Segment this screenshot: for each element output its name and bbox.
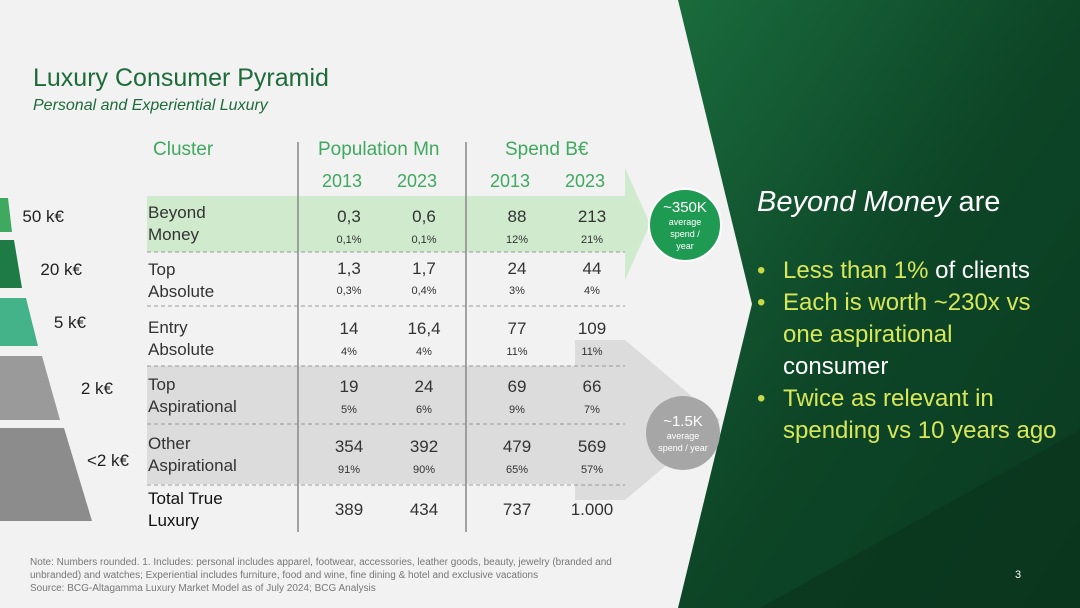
cell-value: 16,4 (407, 319, 441, 338)
page-number: 3 (1015, 569, 1022, 581)
cell-pct: 4% (416, 346, 432, 358)
key-point: Twice as relevant in spending vs 10 year… (757, 383, 1057, 447)
cell-value: 88 (507, 207, 527, 226)
cell-pct: 91% (337, 464, 361, 476)
right-panel-title: Beyond Money are (757, 186, 1001, 218)
header-population: Population Mn (318, 139, 440, 160)
row-bg-other-aspirational (147, 424, 625, 484)
cell-pct: 0,3% (336, 285, 362, 297)
cell-value: 14 (339, 319, 359, 338)
page-subtitle: Personal and Experiential Luxury (33, 97, 268, 114)
cell-pct: 0,4% (411, 285, 437, 297)
badge-bottom-line1: average (666, 430, 700, 441)
green-arrow-head (625, 168, 650, 280)
cell-value: 77 (507, 319, 527, 338)
row-label-total: Total True Luxury (148, 489, 223, 530)
cell-pct: 21% (580, 234, 604, 246)
year-pop-2013: 2013 (321, 171, 363, 191)
cell-value: 354 (334, 437, 364, 456)
year-pop-2023: 2023 (396, 171, 438, 191)
cell-pct: 4% (341, 346, 357, 358)
cell-value: 1,7 (412, 259, 436, 278)
cell-pct: 57% (580, 464, 604, 476)
row-label-other-aspirational: Other Aspirational (148, 434, 237, 475)
year-spend-2013: 2013 (489, 171, 531, 191)
header-cluster: Cluster (153, 139, 214, 160)
cell-value: 109 (577, 319, 607, 338)
badge-bottom-value: ~1.5K (663, 412, 703, 430)
badge-top-line1: average (668, 216, 702, 227)
total-value: 737 (502, 500, 532, 519)
row-bg-top-aspirational (147, 366, 625, 424)
row-label-top-absolute: Top Absolute (148, 260, 215, 301)
row-separators (147, 251, 625, 486)
tier-label-50k: 50 k€ (22, 207, 64, 226)
badge-top-spend: ~350K average spend / year (648, 188, 722, 262)
cell-pct: 12% (505, 234, 529, 246)
key-point: Each is worth ~230x vs one aspirational … (757, 287, 1057, 383)
cell-value: 0,6 (412, 207, 436, 226)
footnote: Note: Numbers rounded. 1. Includes: pers… (30, 557, 612, 594)
pyramid-level-1 (0, 198, 12, 232)
header-spend: Spend B€ (505, 139, 589, 160)
tier-label-2k: 2 k€ (80, 379, 113, 398)
cell-value: 44 (582, 259, 602, 278)
cell-value: 392 (409, 437, 439, 456)
tier-label-5k: 5 k€ (53, 313, 86, 332)
cell-value: 213 (577, 207, 607, 226)
row-label-top-aspirational: Top Aspirational (148, 375, 237, 416)
badge-bottom-spend: ~1.5K average spend / year (646, 396, 720, 470)
pyramid-level-4 (0, 356, 60, 420)
cell-pct: 11% (581, 346, 603, 358)
total-value: 1.000 (570, 500, 614, 519)
tier-label-under-2k: <2 k€ (86, 451, 129, 470)
cell-pct: 7% (584, 404, 600, 416)
tier-label-20k: 20 k€ (40, 260, 82, 279)
badge-bottom-line2: spend / year (658, 442, 708, 453)
cell-pct: 3% (509, 285, 525, 297)
cell-pct: 6% (416, 404, 432, 416)
total-value: 434 (409, 500, 439, 519)
cell-value: 66 (582, 377, 602, 396)
right-panel-accent (760, 430, 1080, 608)
cell-value: 69 (507, 377, 527, 396)
key-points-list: Less than 1% of clients Each is worth ~2… (757, 255, 1057, 447)
pyramid-level-2 (0, 240, 22, 288)
cell-value: 1,3 (337, 259, 361, 278)
cell-value: 569 (577, 437, 607, 456)
badge-top-line2: spend / (670, 228, 700, 239)
cell-value: 24 (507, 259, 527, 278)
row-label-entry-absolute: Entry Absolute (148, 318, 215, 359)
year-spend-2023: 2023 (564, 171, 606, 191)
cell-pct: 65% (505, 464, 529, 476)
cell-value: 24 (414, 377, 434, 396)
cell-value: 479 (502, 437, 532, 456)
cell-value: 0,3 (337, 207, 361, 226)
cell-pct: 11% (506, 346, 528, 358)
badge-top-value: ~350K (663, 198, 707, 216)
row-label-beyond-money: Beyond Money (148, 203, 206, 244)
row-bg-beyond-money (147, 196, 625, 252)
cell-value: 19 (339, 377, 359, 396)
page-title: Luxury Consumer Pyramid (33, 64, 329, 92)
cell-pct: 0,1% (411, 234, 437, 246)
pyramid-level-5 (0, 428, 92, 521)
cell-pct: 4% (584, 285, 600, 297)
key-point: Less than 1% of clients (757, 255, 1057, 287)
badge-top-line3: year (676, 240, 694, 251)
cell-pct: 90% (412, 464, 436, 476)
cell-pct: 9% (509, 404, 525, 416)
cell-pct: 0,1% (336, 234, 362, 246)
pyramid-level-3 (0, 298, 38, 346)
total-value: 389 (334, 500, 364, 519)
cell-pct: 5% (341, 404, 357, 416)
